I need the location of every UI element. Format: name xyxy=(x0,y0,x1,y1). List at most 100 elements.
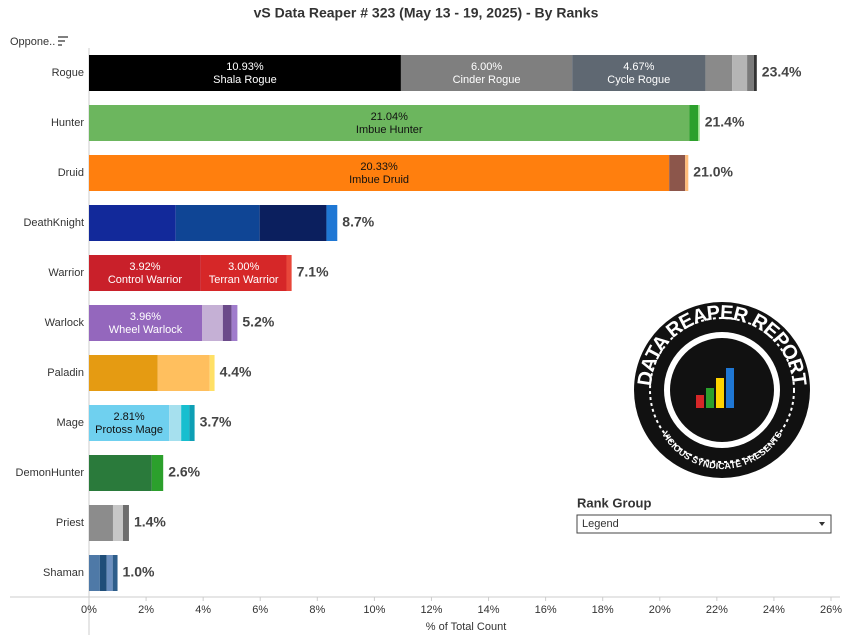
chart-title: vS Data Reaper # 323 (May 13 - 19, 2025)… xyxy=(254,5,599,21)
segment-value-label: 20.33% xyxy=(360,161,398,173)
category-label: Shaman xyxy=(43,567,84,579)
bar-segment xyxy=(202,305,223,341)
bar-segment xyxy=(89,255,201,291)
x-tick-label: 2% xyxy=(138,604,154,616)
bar-segment xyxy=(89,555,100,591)
bar-segment xyxy=(189,405,195,441)
dropdown-value[interactable]: Legend xyxy=(582,518,619,530)
x-tick-label: 22% xyxy=(706,604,728,616)
category-label: Priest xyxy=(56,517,84,529)
segment-name: Cycle Rogue xyxy=(607,74,670,86)
segment-name: Protoss Mage xyxy=(95,424,163,436)
x-tick-label: 6% xyxy=(252,604,268,616)
segment-name: Imbue Hunter xyxy=(356,124,423,136)
row-header[interactable]: Oppone.. xyxy=(10,36,55,48)
segment-value-label: 3.00% xyxy=(228,261,259,273)
bar-segment xyxy=(89,205,176,241)
segment-value-label: 21.04% xyxy=(371,111,409,123)
x-tick-label: 20% xyxy=(649,604,671,616)
bar-segment xyxy=(112,505,123,541)
category-label: DemonHunter xyxy=(16,467,85,479)
sort-icon[interactable] xyxy=(58,36,68,46)
bar-segment xyxy=(326,205,338,241)
total-label: 3.7% xyxy=(200,414,232,430)
bar-segment xyxy=(222,305,232,341)
dropdown[interactable]: Legend xyxy=(576,514,832,534)
total-label: 21.4% xyxy=(705,114,745,130)
bar-segment xyxy=(112,555,118,591)
bar-segment xyxy=(89,155,670,191)
bar-segment xyxy=(89,505,113,541)
filter-label: Rank Group xyxy=(577,495,651,510)
bar-segment xyxy=(122,505,129,541)
x-tick-label: 26% xyxy=(820,604,842,616)
bar-segment xyxy=(747,55,754,91)
bar-segment xyxy=(259,205,327,241)
bar-segment xyxy=(89,105,690,141)
total-label: 5.2% xyxy=(242,314,274,330)
x-tick-label: 10% xyxy=(363,604,385,616)
bar-segment xyxy=(106,555,113,591)
x-tick-label: 4% xyxy=(195,604,211,616)
bar-segment xyxy=(231,305,238,341)
segment-value-label: 10.93% xyxy=(226,61,264,73)
bar-segment xyxy=(89,455,152,491)
bar-segment xyxy=(89,405,170,441)
bar-segment xyxy=(151,455,164,491)
x-axis-label: % of Total Count xyxy=(426,621,507,633)
x-tick-label: 12% xyxy=(420,604,442,616)
segment-value-label: 6.00% xyxy=(471,61,502,73)
x-tick-label: 18% xyxy=(592,604,614,616)
bar-segment xyxy=(169,405,182,441)
bar-segment xyxy=(689,105,699,141)
bar-segment xyxy=(286,255,292,291)
bar-segment xyxy=(200,255,287,291)
segment-name: Cinder Rogue xyxy=(453,74,521,86)
x-tick-label: 0% xyxy=(81,604,97,616)
total-label: 8.7% xyxy=(342,214,374,230)
x-tick-label: 8% xyxy=(309,604,325,616)
bar-segment xyxy=(753,55,757,91)
segment-name: Terran Warrior xyxy=(209,274,279,286)
segment-name: Shala Rogue xyxy=(213,74,277,86)
segment-value-label: 4.67% xyxy=(623,61,654,73)
total-label: 4.4% xyxy=(220,364,252,380)
bar-segment xyxy=(732,55,748,91)
bar-segment xyxy=(685,155,689,191)
segment-value-label: 3.92% xyxy=(129,261,160,273)
category-label: Paladin xyxy=(47,367,84,379)
bar-segment xyxy=(89,55,401,91)
category-label: Mage xyxy=(56,417,84,429)
total-label: 2.6% xyxy=(168,464,200,480)
total-label: 23.4% xyxy=(762,64,802,80)
category-label: Rogue xyxy=(52,67,84,79)
bar-segment xyxy=(698,105,700,141)
category-label: DeathKnight xyxy=(23,217,84,229)
total-label: 7.1% xyxy=(297,264,329,280)
bar-segment xyxy=(400,55,573,91)
x-tick-label: 16% xyxy=(535,604,557,616)
segment-name: Wheel Warlock xyxy=(109,324,183,336)
category-label: Hunter xyxy=(51,117,84,129)
total-label: 1.0% xyxy=(123,564,155,580)
segment-value-label: 2.81% xyxy=(113,411,144,423)
bar-segment xyxy=(181,405,190,441)
logo: DATA REAPER REPORT VICIOUS SYNDICATE PRE… xyxy=(634,302,810,478)
bar-segment xyxy=(99,555,107,591)
segment-value-label: 3.96% xyxy=(130,311,161,323)
bar-segment xyxy=(209,355,215,391)
bar-segment xyxy=(89,305,203,341)
bar-segment xyxy=(669,155,686,191)
segment-name: Imbue Druid xyxy=(349,174,409,186)
bar-segment xyxy=(89,355,158,391)
bar-segment xyxy=(157,355,210,391)
segment-name: Control Warrior xyxy=(108,274,182,286)
x-tick-label: 24% xyxy=(763,604,785,616)
bar-segment xyxy=(175,205,260,241)
category-label: Warrior xyxy=(48,267,84,279)
category-label: Druid xyxy=(58,167,84,179)
total-label: 1.4% xyxy=(134,514,166,530)
category-label: Warlock xyxy=(45,317,85,329)
x-tick-label: 14% xyxy=(478,604,500,616)
